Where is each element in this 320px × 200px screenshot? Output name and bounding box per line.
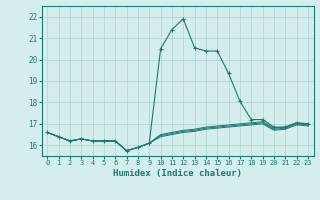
X-axis label: Humidex (Indice chaleur): Humidex (Indice chaleur) bbox=[113, 169, 242, 178]
